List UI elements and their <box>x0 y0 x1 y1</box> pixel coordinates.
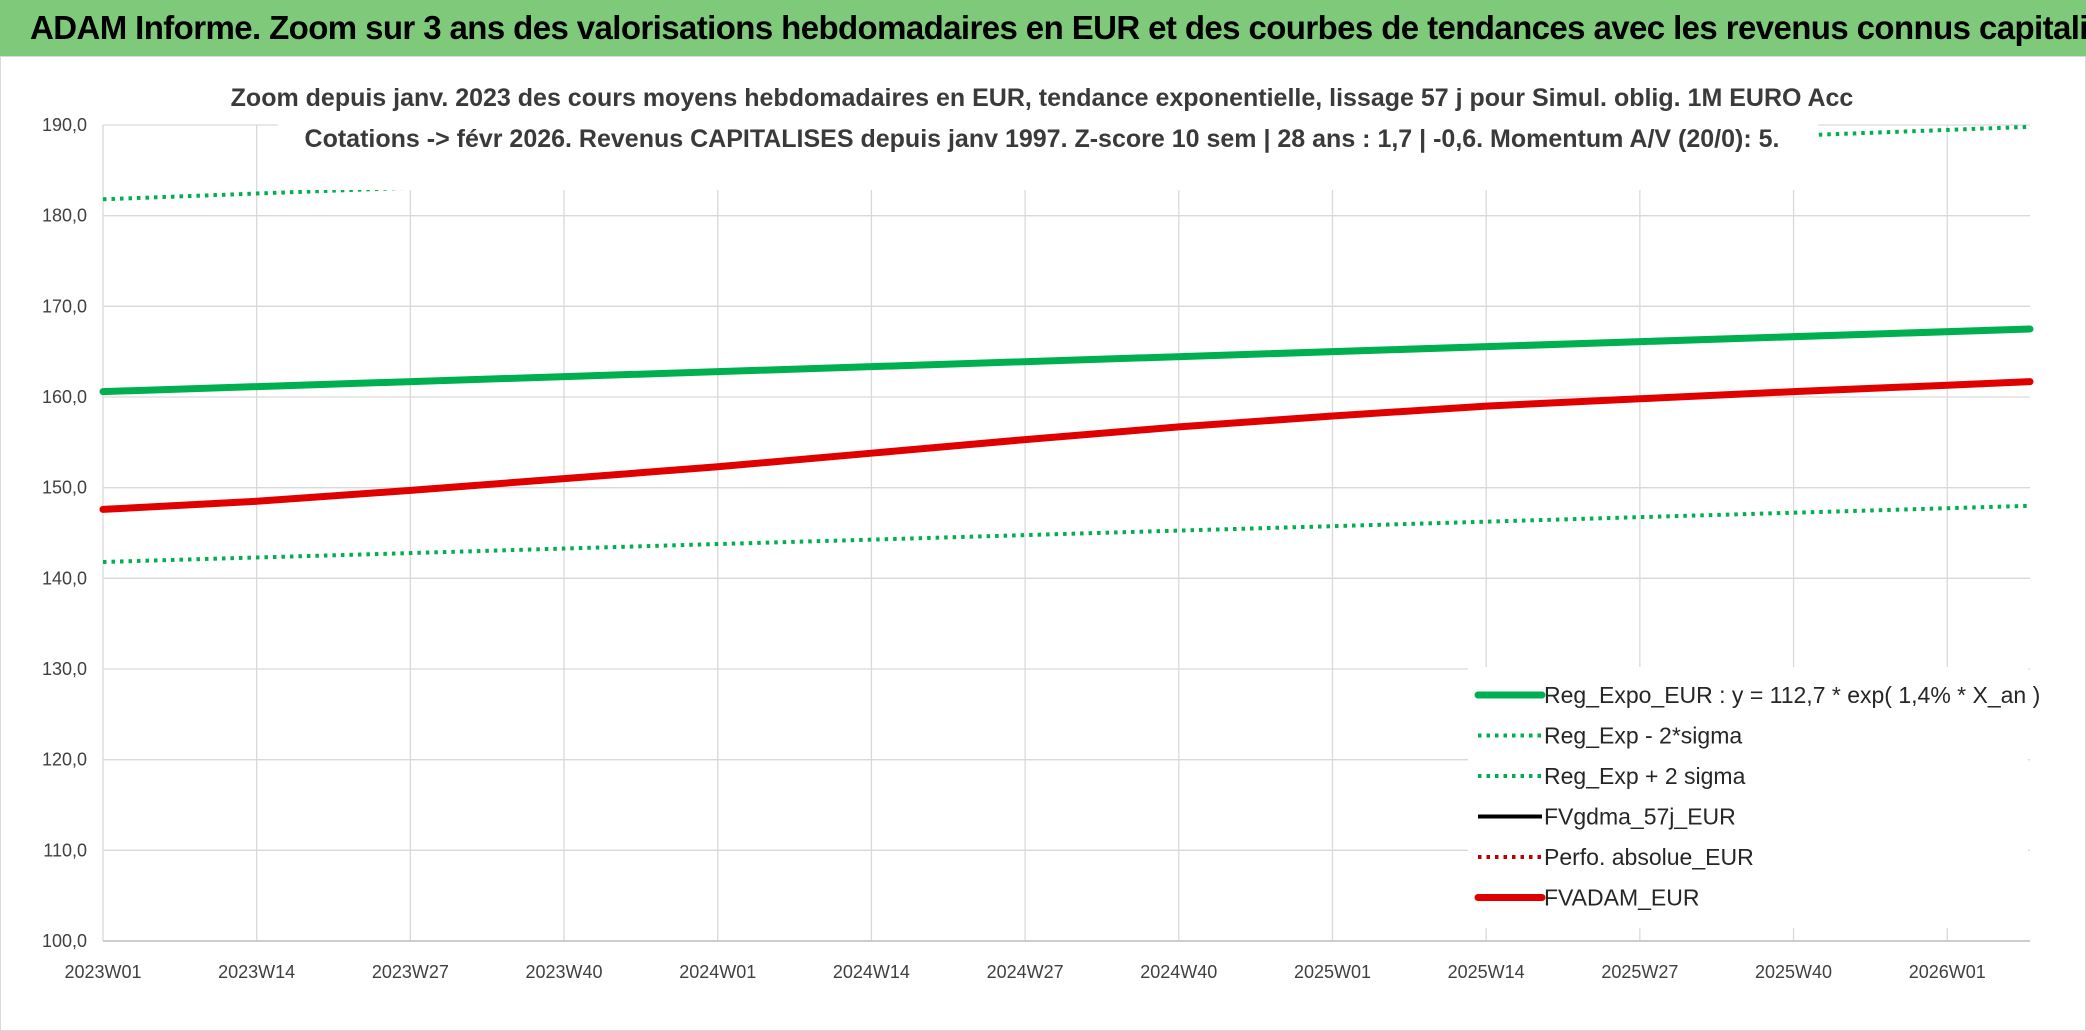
y-tick-label: 160,0 <box>42 387 87 407</box>
x-tick-label: 2024W01 <box>679 962 756 982</box>
x-tick-label: 2023W14 <box>218 962 295 982</box>
series-fvadam-line <box>99 378 2034 513</box>
y-tick-label: 140,0 <box>42 568 87 588</box>
series-reg-exp-minus-2sigma-line <box>102 503 2031 564</box>
y-axis-ticks: 100,0 110,0 120,0 130,0 140,0 150,0 160,0 170,0… <box>42 115 87 951</box>
x-tick-label: 2023W40 <box>526 962 603 982</box>
chart-title: Zoom depuis janv. 2023 des cours moyens … <box>231 78 1854 190</box>
x-tick-label: 2024W40 <box>1140 962 1217 982</box>
banner-title: ADAM Informe. Zoom sur 3 ans des valoris… <box>0 0 2086 56</box>
legend: Reg_Expo_EUR : y = 112,7 * exp( 1,4% * X… <box>1468 667 2040 928</box>
chart-area: 100,0 110,0 120,0 130,0 140,0 150,0 160,0 170,0… <box>0 56 2086 1031</box>
x-tick-label: 2024W27 <box>987 962 1064 982</box>
y-tick-label: 110,0 <box>43 840 87 860</box>
x-tick-label: 2023W01 <box>64 962 141 982</box>
x-tick-label: 2023W27 <box>372 962 449 982</box>
x-tick-label: 2026W01 <box>1909 962 1986 982</box>
y-tick-label: 150,0 <box>42 478 87 498</box>
legend-label: Reg_Exp + 2 sigma <box>1544 763 1746 789</box>
y-tick-label: 180,0 <box>42 206 87 226</box>
legend-label: Perfo. absolue_EUR <box>1544 844 1754 870</box>
chart-title-line-2: Cotations -> févr 2026. Revenus CAPITALI… <box>305 125 1780 153</box>
x-tick-label: 2024W14 <box>833 962 910 982</box>
y-tick-label: 100,0 <box>42 931 87 951</box>
x-tick-label: 2025W01 <box>1294 962 1371 982</box>
x-tick-label: 2025W14 <box>1448 962 1525 982</box>
y-tick-label: 120,0 <box>42 750 87 770</box>
x-tick-label: 2025W27 <box>1601 962 1678 982</box>
x-tick-label: 2025W40 <box>1755 962 1832 982</box>
y-tick-label: 170,0 <box>42 296 87 316</box>
line-chart: 100,0 110,0 120,0 130,0 140,0 150,0 160,0 170,0… <box>0 56 2086 1031</box>
x-axis-ticks: 2023W01 2023W14 2023W27 2023W40 2024W01 2024W… <box>64 962 1985 982</box>
legend-background <box>1468 667 2028 928</box>
legend-label: FVADAM_EUR <box>1544 885 1700 911</box>
legend-label: Reg_Exp - 2*sigma <box>1544 723 1742 749</box>
y-tick-label: 130,0 <box>42 659 87 679</box>
y-tick-label: 190,0 <box>42 115 87 135</box>
chart-title-line-1: Zoom depuis janv. 2023 des cours moyens … <box>231 84 1854 112</box>
series-reg-expo-line <box>99 325 2034 396</box>
legend-label: Reg_Expo_EUR : y = 112,7 * exp( 1,4% * X… <box>1544 682 2040 708</box>
legend-label: FVgdma_57j_EUR <box>1544 804 1736 830</box>
title-background <box>278 78 1818 190</box>
